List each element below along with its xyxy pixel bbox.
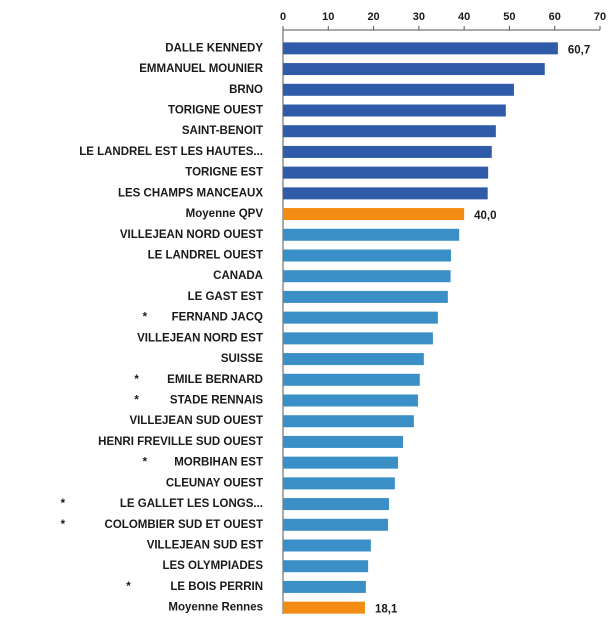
y-tick-label: CANADA xyxy=(213,270,263,282)
bar xyxy=(283,580,366,593)
asterisk: * xyxy=(61,498,66,510)
y-tick-label: LE BOIS PERRIN xyxy=(170,581,263,593)
x-tick-label: 70 xyxy=(594,11,606,23)
bar xyxy=(283,228,460,241)
y-tick-label: LE GAST EST xyxy=(188,291,263,303)
y-tick-label: Moyenne Rennes xyxy=(168,602,263,614)
asterisk: * xyxy=(134,374,139,386)
y-tick-label: SUISSE xyxy=(221,353,264,365)
y-tick-label: EMMANUEL MOUNIER xyxy=(139,63,263,75)
y-tick-label: FERNAND JACQ xyxy=(172,312,263,324)
asterisk: * xyxy=(134,395,139,407)
bar xyxy=(283,456,399,469)
bar xyxy=(283,353,424,366)
y-tick-label: MORBIHAN EST xyxy=(174,457,263,469)
bar xyxy=(283,270,451,283)
bar xyxy=(283,249,452,262)
y-tick-label: HENRI FREVILLE SUD OUEST xyxy=(98,436,263,448)
y-tick-label: EMILE BERNARD xyxy=(167,374,263,386)
bar xyxy=(283,166,489,179)
x-tick-label: 10 xyxy=(322,11,334,23)
bar xyxy=(283,601,365,614)
bar xyxy=(283,498,389,511)
bar xyxy=(283,539,371,552)
y-tick-label: VILLEJEAN NORD OUEST xyxy=(120,229,263,241)
x-tick-label: 60 xyxy=(549,11,561,23)
y-tick-label: LE GALLET LES LONGS... xyxy=(120,498,263,510)
bar xyxy=(283,518,389,531)
y-tick-label: SAINT-BENOIT xyxy=(182,125,263,137)
bar xyxy=(283,332,433,345)
y-tick-label: COLOMBIER SUD ET OUEST xyxy=(105,519,263,531)
y-tick-label: VILLEJEAN SUD EST xyxy=(147,540,263,552)
y-tick-label: VILLEJEAN NORD EST xyxy=(137,332,263,344)
y-tick-label: CLEUNAY OUEST xyxy=(166,477,263,489)
bar xyxy=(283,42,558,55)
bar xyxy=(283,208,465,221)
x-tick-label: 40 xyxy=(458,11,470,23)
bar xyxy=(283,415,414,428)
bar xyxy=(283,373,420,386)
x-tick-label: 50 xyxy=(503,11,515,23)
y-tick-label: LE LANDREL EST LES HAUTES... xyxy=(79,146,263,158)
y-tick-label: VILLEJEAN SUD OUEST xyxy=(129,415,263,427)
y-tick-label: LE LANDREL OUEST xyxy=(148,250,263,262)
y-tick-label: BRNO xyxy=(229,84,263,96)
y-tick-label: LES CHAMPS MANCEAUX xyxy=(118,187,263,199)
y-tick-label: TORIGNE OUEST xyxy=(168,105,263,117)
value-label: 60,7 xyxy=(568,44,590,56)
x-tick-label: 20 xyxy=(367,11,379,23)
bar xyxy=(283,290,448,303)
bar xyxy=(283,63,545,76)
y-tick-label: LES OLYMPIADES xyxy=(162,560,263,572)
bar xyxy=(283,435,404,448)
value-label: 18,1 xyxy=(375,604,398,616)
bar xyxy=(283,477,395,490)
bar xyxy=(283,394,418,407)
bar xyxy=(283,560,369,573)
y-tick-label: TORIGNE EST xyxy=(185,167,263,179)
x-tick-label: 30 xyxy=(413,11,425,23)
x-tick-label: 0 xyxy=(280,11,286,23)
bar xyxy=(283,145,492,158)
y-tick-label: Moyenne QPV xyxy=(186,208,264,220)
asterisk: * xyxy=(126,581,131,593)
asterisk: * xyxy=(143,312,148,324)
asterisk: * xyxy=(61,519,66,531)
y-tick-label: STADE RENNAIS xyxy=(170,395,263,407)
value-label: 40,0 xyxy=(474,210,496,222)
y-tick-label: DALLE KENNEDY xyxy=(165,42,263,54)
bar xyxy=(283,83,514,96)
bar xyxy=(283,125,496,138)
bar xyxy=(283,311,438,324)
bar xyxy=(283,104,506,117)
asterisk: * xyxy=(143,457,148,469)
bar xyxy=(283,187,488,200)
